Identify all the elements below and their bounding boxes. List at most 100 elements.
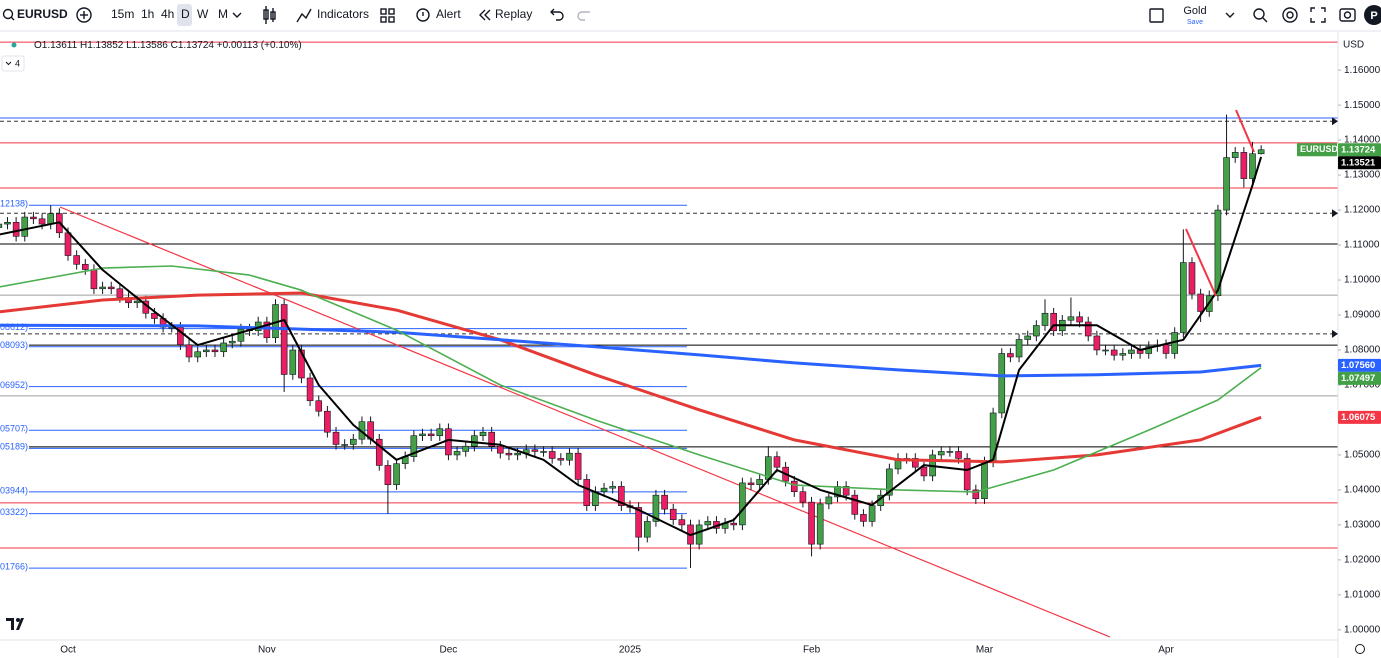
y-tick-label: 1.00000 bbox=[1344, 624, 1381, 635]
legend-change: +0.00113 (+0.10%) bbox=[217, 40, 302, 51]
price-badge bbox=[1338, 410, 1381, 424]
candle-body bbox=[375, 438, 383, 466]
templates-icon[interactable] bbox=[380, 8, 387, 15]
alert-icon[interactable] bbox=[416, 8, 430, 22]
y-tick-label: 1.10000 bbox=[1344, 275, 1381, 286]
currency-label[interactable]: USD bbox=[1343, 40, 1364, 51]
snapshot-icon[interactable] bbox=[1339, 8, 1356, 22]
candle-body bbox=[1145, 346, 1153, 354]
candle-body bbox=[1067, 316, 1075, 321]
candle-body bbox=[739, 482, 746, 526]
fullscreen-icon[interactable] bbox=[1310, 7, 1326, 23]
chevron[interactable] bbox=[232, 12, 242, 18]
candle-body bbox=[998, 353, 1006, 414]
candle-body bbox=[669, 508, 677, 520]
candle-body bbox=[981, 461, 988, 499]
moving-average bbox=[0, 265, 1262, 493]
chevron[interactable] bbox=[1225, 12, 1235, 18]
x-tick-label: Dec bbox=[440, 645, 458, 656]
candle-body bbox=[661, 494, 668, 510]
interval-button[interactable]: W bbox=[197, 7, 209, 21]
level-label: 05707) bbox=[0, 424, 28, 434]
layout-icon[interactable] bbox=[1149, 8, 1164, 23]
search-icon[interactable] bbox=[2, 8, 14, 20]
candle-body bbox=[678, 519, 686, 526]
x-tick-label: Feb bbox=[803, 645, 821, 656]
level-arrow bbox=[1332, 209, 1338, 218]
candle-body bbox=[1197, 293, 1204, 312]
candle-body bbox=[1041, 312, 1049, 326]
trend-line bbox=[59, 206, 1111, 638]
candle-body bbox=[38, 218, 46, 225]
account-name[interactable]: Gold bbox=[1183, 5, 1206, 17]
indicators-button[interactable]: Indicators bbox=[317, 7, 369, 21]
interval-button[interactable]: 1h bbox=[141, 7, 154, 21]
legend-high: H1.13852 bbox=[80, 40, 124, 51]
interval-button[interactable]: D bbox=[181, 7, 190, 21]
candle-body bbox=[341, 444, 348, 446]
candle-body bbox=[1128, 349, 1135, 354]
candle-body bbox=[1214, 209, 1222, 297]
indicators-icon[interactable] bbox=[296, 8, 312, 23]
moving-averages bbox=[0, 156, 1263, 537]
y-tick-label: 1.07000 bbox=[1344, 380, 1381, 391]
level-arrow bbox=[1332, 329, 1338, 338]
candle-body bbox=[410, 435, 418, 457]
avatar[interactable] bbox=[1364, 5, 1381, 25]
candle-body bbox=[107, 286, 115, 290]
candle-body bbox=[298, 349, 305, 379]
level-label: 03944) bbox=[0, 485, 28, 495]
candle-body bbox=[747, 482, 755, 485]
candle-body bbox=[73, 255, 80, 265]
candle-body bbox=[436, 428, 444, 437]
legend-ohlc: O1.13611 H1.13852 L1.13586 C1.13724 +0.0… bbox=[34, 40, 302, 51]
candle-body bbox=[825, 496, 833, 505]
alert-button[interactable]: Alert bbox=[436, 7, 461, 21]
candle-body bbox=[912, 458, 919, 468]
candle-body bbox=[220, 342, 227, 353]
interval-button[interactable]: 4h bbox=[161, 7, 174, 21]
symbol[interactable]: EURUSD bbox=[17, 7, 68, 21]
interval-button[interactable]: M bbox=[218, 7, 228, 21]
price-badge bbox=[1338, 371, 1381, 385]
candle-body bbox=[540, 451, 547, 453]
replay-icon[interactable] bbox=[479, 9, 486, 21]
candle-body bbox=[81, 263, 89, 270]
candle-body bbox=[1076, 316, 1083, 323]
candle-body bbox=[816, 503, 824, 545]
candle-body bbox=[350, 438, 357, 445]
redo-icon[interactable] bbox=[577, 11, 590, 21]
symbol-badge-label: EURUSD bbox=[1300, 144, 1339, 154]
settings-icon[interactable] bbox=[1282, 7, 1298, 23]
candle-body bbox=[427, 433, 435, 437]
candle-body bbox=[886, 468, 893, 496]
search-tool-icon[interactable] bbox=[1253, 8, 1265, 20]
candle-body bbox=[799, 491, 807, 503]
undo-icon[interactable] bbox=[551, 11, 564, 21]
indicator-collapse[interactable] bbox=[1, 55, 25, 72]
candle-body bbox=[730, 522, 738, 526]
active-interval-bg bbox=[177, 4, 192, 26]
legend-open: O1.13611 bbox=[34, 40, 78, 51]
candle-body bbox=[808, 501, 815, 545]
candle-body bbox=[548, 451, 556, 459]
axis-settings[interactable] bbox=[1355, 644, 1365, 654]
candle-body bbox=[1188, 262, 1196, 295]
candle-body bbox=[566, 452, 573, 461]
candle-body bbox=[790, 480, 798, 492]
save-label[interactable]: Save bbox=[1187, 19, 1203, 26]
symbol-badge bbox=[1297, 143, 1337, 157]
moving-average bbox=[0, 323, 1262, 378]
candle-body bbox=[393, 463, 400, 485]
add-icon[interactable] bbox=[76, 7, 92, 23]
candle-body bbox=[1240, 152, 1248, 179]
plot-area: 12138) 08612) 08093) 06952) 05707) 05189) 0394… bbox=[0, 41, 1338, 638]
candles bbox=[0, 114, 1265, 568]
candle-body bbox=[704, 521, 712, 526]
replay-button[interactable]: Replay bbox=[495, 7, 532, 21]
candle-body bbox=[324, 410, 331, 433]
candle-body bbox=[652, 494, 660, 522]
candle-body bbox=[4, 222, 11, 225]
interval-button[interactable]: 15m bbox=[111, 7, 134, 21]
indicator-count: 4 bbox=[15, 58, 20, 68]
